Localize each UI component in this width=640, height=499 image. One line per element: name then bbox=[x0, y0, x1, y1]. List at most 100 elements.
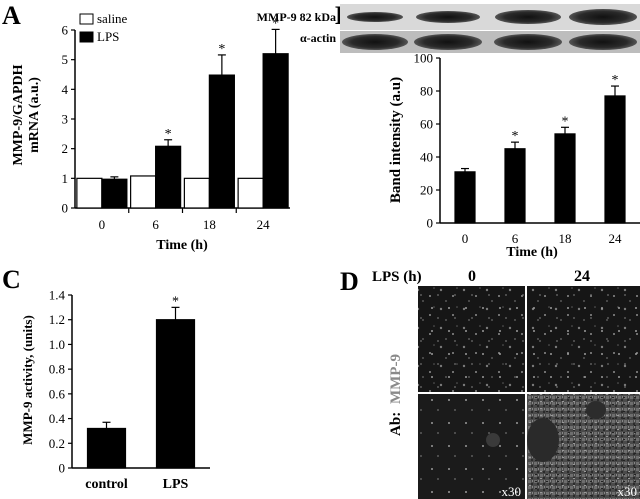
blot-band bbox=[569, 9, 637, 25]
micrograph-0h-high-grain bbox=[418, 394, 525, 499]
chart-b-y-tick-label: 100 bbox=[414, 51, 434, 66]
blot-label-mmp9: MMP-9 82 kDa bbox=[257, 10, 336, 24]
panel-letter-d: D bbox=[340, 267, 359, 296]
panel-d-column-0: 0 bbox=[468, 268, 476, 285]
chart-b-significance-star: * bbox=[562, 114, 569, 129]
chart-b-y-tick-label: 0 bbox=[427, 216, 434, 231]
chart-c-y-tick-label: 0.4 bbox=[49, 411, 66, 426]
chart-a-bar-lps bbox=[155, 145, 182, 209]
chart-b-bar-value bbox=[554, 133, 576, 224]
chart-c-x-tick-label: control bbox=[85, 477, 128, 492]
chart-a-xlabel: Time (h) bbox=[156, 238, 208, 253]
chart-a-bar-lps bbox=[262, 53, 289, 209]
panel-letter-c: C bbox=[2, 265, 21, 294]
antibody-prefix: Ab: bbox=[388, 412, 404, 436]
chart-c-y-tick-label: 1.4 bbox=[49, 288, 66, 303]
chart-b-x-tick-label: 18 bbox=[559, 231, 572, 246]
panel-d-column-24: 24 bbox=[574, 268, 590, 285]
panel-letter-a: A bbox=[2, 1, 21, 30]
chart-c-x-tick-label: LPS bbox=[163, 477, 189, 492]
chart-a-y-tick-label: 0 bbox=[62, 201, 69, 216]
chart-a-legend: saline LPS bbox=[79, 11, 128, 44]
western-blot bbox=[340, 4, 640, 53]
chart-b-significance-star: * bbox=[612, 73, 619, 88]
chart-b-ylabel: Band intensity (a.u) bbox=[388, 77, 404, 203]
chart-a-x-tick-label: 18 bbox=[203, 217, 216, 232]
chart-b-xlabel: Time (h) bbox=[506, 245, 558, 260]
chart-b: MMP-9 82 kDa α-actin Band intensity (a.u… bbox=[257, 4, 640, 260]
chart-c-bar-value bbox=[155, 319, 196, 469]
chart-a-ylabel-line1: MMP-9/GAPDH bbox=[11, 64, 26, 165]
chart-a-y-tick-label: 5 bbox=[62, 52, 69, 67]
legend-swatch-saline bbox=[79, 13, 94, 25]
micrograph-cell bbox=[486, 433, 500, 447]
micrograph-0h-low-cells bbox=[418, 286, 525, 392]
micrograph-dark-region bbox=[527, 418, 559, 462]
magnification-0h: x30 bbox=[502, 484, 522, 499]
panel-d-header: LPS (h) bbox=[372, 269, 422, 285]
blot-band bbox=[495, 10, 561, 24]
legend-label-lps: LPS bbox=[97, 29, 119, 44]
chart-c-significance-star: * bbox=[172, 294, 179, 309]
chart-c-y-tick-label: 0.2 bbox=[49, 436, 65, 451]
chart-a-bar-saline bbox=[237, 177, 264, 209]
chart-b-y-tick-label: 60 bbox=[420, 117, 433, 132]
antibody-label: Ab: MMP-9 bbox=[388, 354, 404, 436]
chart-b-x-tick-label: 24 bbox=[609, 231, 623, 246]
chart-c-y-tick-label: 0 bbox=[59, 461, 66, 476]
micrograph-cell bbox=[586, 401, 606, 419]
chart-c-ylabel: MMP-9 activity, (units) bbox=[20, 315, 35, 445]
svg-text:Ab: MMP-9: Ab: MMP-9 bbox=[388, 354, 404, 436]
blot-band bbox=[342, 34, 408, 50]
chart-b-y-tick-label: 80 bbox=[420, 84, 433, 99]
chart-c-y-tick-label: 0.6 bbox=[49, 386, 66, 401]
chart-a-bar-lps bbox=[101, 178, 128, 209]
blot-strip-actin bbox=[340, 31, 640, 53]
antibody-name: MMP-9 bbox=[388, 354, 404, 404]
chart-b-x-tick-label: 6 bbox=[512, 231, 519, 246]
chart-a-x-tick-label: 6 bbox=[152, 217, 159, 232]
chart-a-y-tick-label: 2 bbox=[62, 141, 69, 156]
magnification-24h: x30 bbox=[618, 484, 638, 499]
blot-band bbox=[416, 11, 480, 23]
chart-a-bar-saline bbox=[76, 177, 103, 209]
chart-a-y-tick-label: 1 bbox=[62, 171, 69, 186]
chart-a-x-tick-label: 24 bbox=[257, 217, 271, 232]
chart-c-y-tick-label: 1.0 bbox=[49, 337, 65, 352]
chart-a-y-tick-label: 6 bbox=[62, 23, 69, 38]
micrograph-divider-h bbox=[418, 392, 640, 394]
blot-label-actin: α-actin bbox=[300, 31, 336, 45]
legend-label-saline: saline bbox=[97, 11, 128, 26]
chart-b-bar-value bbox=[454, 171, 476, 224]
chart-a-significance-star: * bbox=[272, 16, 279, 31]
chart-b-y-tick-label: 20 bbox=[420, 183, 433, 198]
chart-a-y-tick-label: 4 bbox=[62, 82, 69, 97]
chart-a-significance-star: * bbox=[218, 42, 225, 57]
blot-band bbox=[494, 34, 562, 50]
chart-a: MMP-9/GAPDH mRNA (a.u.) Time (h) saline … bbox=[11, 11, 290, 253]
chart-b-x-tick-label: 0 bbox=[462, 231, 469, 246]
blot-band bbox=[414, 34, 482, 50]
chart-a-significance-star: * bbox=[165, 127, 172, 142]
chart-a-y-tick-label: 3 bbox=[62, 112, 69, 127]
micrograph-panel: LPS (h) 0 24 Ab: MMP-9 x30 x30 bbox=[372, 268, 640, 499]
chart-c-y-tick-label: 1.2 bbox=[49, 312, 65, 327]
legend-swatch-lps bbox=[79, 31, 94, 43]
chart-c: MMP-9 activity, (units) 0 0.2 0.4 0.6 0.8 1.0… bbox=[20, 288, 210, 492]
blot-band bbox=[347, 12, 403, 22]
blot-band bbox=[569, 34, 637, 50]
chart-a-ylabel-line2: mRNA (a.u.) bbox=[27, 77, 42, 153]
chart-b-y-tick-label: 40 bbox=[420, 150, 433, 165]
chart-a-x-tick-label: 0 bbox=[99, 217, 106, 232]
chart-a-bar-saline bbox=[183, 177, 210, 209]
chart-b-bar-value bbox=[604, 95, 626, 224]
chart-a-bar-saline bbox=[130, 175, 157, 209]
chart-c-bar-value bbox=[86, 427, 127, 469]
chart-b-significance-star: * bbox=[512, 129, 519, 144]
chart-b-bar-value bbox=[504, 148, 526, 224]
chart-c-y-tick-label: 0.8 bbox=[49, 362, 65, 377]
micrograph-24h-low-cells bbox=[527, 286, 640, 392]
chart-a-bar-lps bbox=[208, 74, 235, 209]
